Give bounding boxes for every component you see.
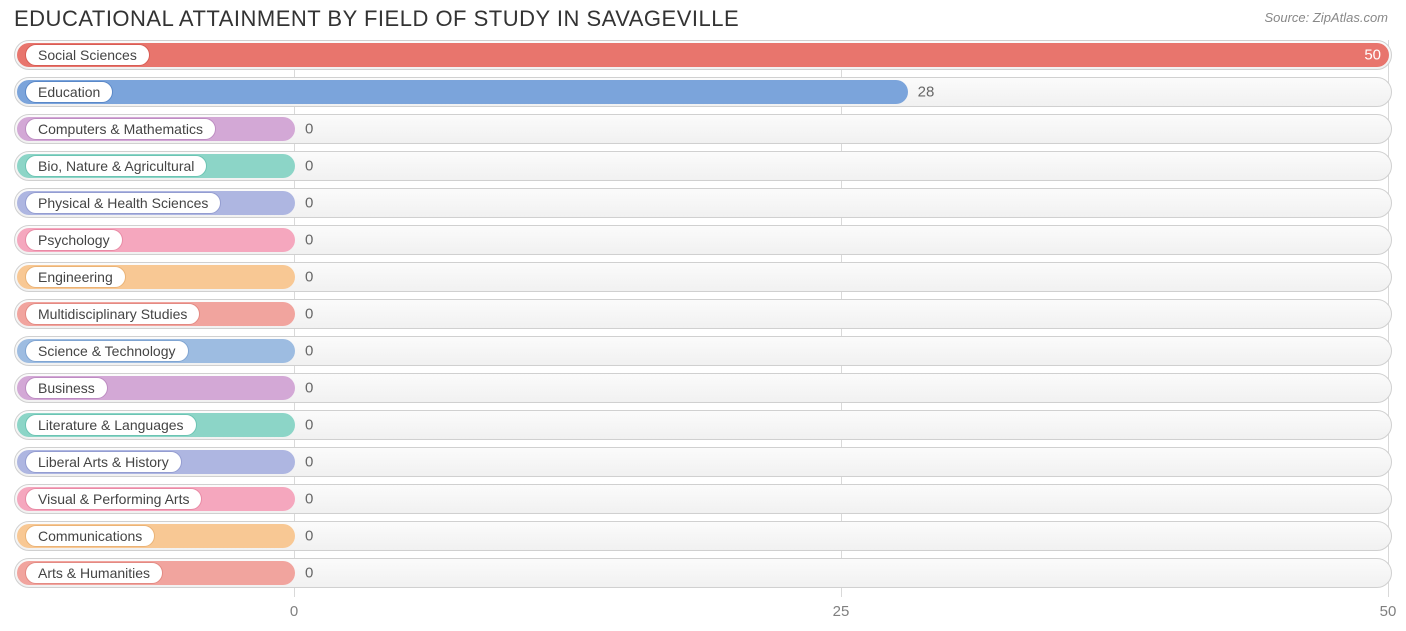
bar-category-label: Visual & Performing Arts	[25, 488, 202, 510]
bar-value-label: 0	[305, 454, 313, 471]
bar-row: Computers & Mathematics 0	[14, 114, 1392, 144]
bar-value-label: 0	[305, 121, 313, 138]
bar-row: Psychology 0	[14, 225, 1392, 255]
bar-row: Literature & Languages 0	[14, 410, 1392, 440]
bar-category-label: Liberal Arts & History	[25, 451, 182, 473]
bar-category-label: Arts & Humanities	[25, 562, 163, 584]
bar-row: Social Sciences 50	[14, 40, 1392, 70]
bar-category-label: Physical & Health Sciences	[25, 192, 221, 214]
chart-title: EDUCATIONAL ATTAINMENT BY FIELD OF STUDY…	[14, 6, 739, 32]
bar-category-label: Education	[25, 81, 113, 103]
bar-value-label: 0	[305, 306, 313, 323]
bar-row: Physical & Health Sciences 0	[14, 188, 1392, 218]
bar-value-label: 0	[305, 232, 313, 249]
bar-fill	[17, 43, 1389, 67]
bar-category-label: Engineering	[25, 266, 126, 288]
x-axis-tick-label: 0	[290, 603, 298, 620]
bar-value-label: 0	[305, 417, 313, 434]
bar-category-label: Literature & Languages	[25, 414, 197, 436]
x-axis-tick-label: 25	[833, 603, 850, 620]
bar-value-label: 0	[305, 269, 313, 286]
bar-value-label: 0	[305, 380, 313, 397]
bar-category-label: Business	[25, 377, 108, 399]
bar-category-label: Bio, Nature & Agricultural	[25, 155, 207, 177]
bar-row: Business 0	[14, 373, 1392, 403]
bar-fill	[17, 80, 908, 104]
bar-category-label: Science & Technology	[25, 340, 189, 362]
bar-row: Communications 0	[14, 521, 1392, 551]
chart-plot-area: Social Sciences 50 Education 28 Computers & …	[14, 40, 1392, 597]
bar-value-label: 0	[305, 158, 313, 175]
bar-category-label: Multidisciplinary Studies	[25, 303, 200, 325]
x-axis-tick-label: 50	[1380, 603, 1397, 620]
bar-value-label: 0	[305, 343, 313, 360]
bar-value-label: 28	[918, 84, 935, 101]
bar-row: Arts & Humanities 0	[14, 558, 1392, 588]
bar-row: Engineering 0	[14, 262, 1392, 292]
x-axis: 02550	[14, 603, 1392, 623]
bar-category-label: Communications	[25, 525, 155, 547]
chart-source: Source: ZipAtlas.com	[1264, 10, 1388, 25]
bar-category-label: Computers & Mathematics	[25, 118, 216, 140]
bar-value-label: 0	[305, 491, 313, 508]
bar-row: Science & Technology 0	[14, 336, 1392, 366]
bar-category-label: Psychology	[25, 229, 123, 251]
bar-value-label: 0	[305, 528, 313, 545]
bar-value-label: 0	[305, 565, 313, 582]
chart-header: EDUCATIONAL ATTAINMENT BY FIELD OF STUDY…	[0, 0, 1406, 34]
bar-value-label: 50	[1364, 47, 1381, 64]
bar-row: Bio, Nature & Agricultural 0	[14, 151, 1392, 181]
bar-value-label: 0	[305, 195, 313, 212]
bar-row: Education 28	[14, 77, 1392, 107]
bar-row: Multidisciplinary Studies 0	[14, 299, 1392, 329]
bar-row: Liberal Arts & History 0	[14, 447, 1392, 477]
bar-category-label: Social Sciences	[25, 44, 150, 66]
bar-row: Visual & Performing Arts 0	[14, 484, 1392, 514]
